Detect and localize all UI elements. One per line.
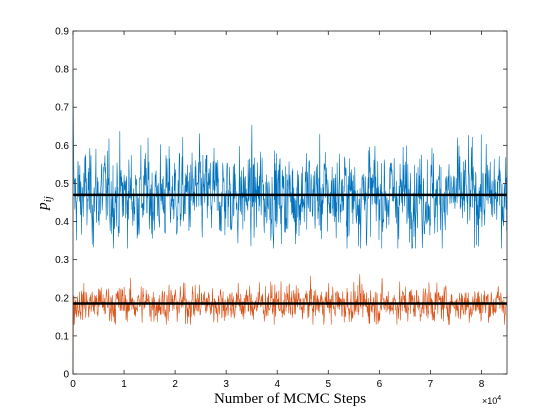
y-tick-label: 0.9 xyxy=(55,27,69,38)
x-tick-label: 4 xyxy=(274,379,280,390)
x-tick-label: 5 xyxy=(326,379,332,390)
y-tick-label: 0.6 xyxy=(55,141,69,152)
y-tick-label: 0 xyxy=(63,370,69,381)
series-trace-1 xyxy=(72,69,508,249)
x-tick-label: 3 xyxy=(223,379,229,390)
x-tick-label: 2 xyxy=(172,379,178,390)
x-tick-label: 8 xyxy=(479,379,485,390)
x-tick-label: 1 xyxy=(121,379,127,390)
plot-frame xyxy=(72,30,508,375)
x-tick-label: 0 xyxy=(70,379,76,390)
reference-lines xyxy=(73,193,507,305)
y-axis-title-subscript: ij xyxy=(42,196,54,202)
y-tick-label: 0.4 xyxy=(55,217,69,228)
y-axis-title-main: p xyxy=(35,202,51,211)
y-tick-label: 0.3 xyxy=(55,255,69,266)
x-axis-ticks: 0 1 2 3 4 5 6 7 8 xyxy=(70,31,485,390)
x-tick-label: 6 xyxy=(377,379,383,390)
y-tick-label: 0.5 xyxy=(55,179,69,190)
x-axis-exponent: ×104 xyxy=(482,395,501,406)
x-axis-title: Number of MCMC Steps xyxy=(214,391,366,407)
y-tick-label: 0.7 xyxy=(55,103,69,114)
x-tick-label: 7 xyxy=(428,379,434,390)
x-exponent-power: 4 xyxy=(497,395,501,402)
y-tick-label: 0.2 xyxy=(55,293,69,304)
series-trace-2 xyxy=(72,274,508,371)
y-axis-ticks: 0 0.1 0.2 0.3 0.4 0.5 0.6 0.7 0.8 0.9 xyxy=(55,27,507,381)
y-tick-label: 0.8 xyxy=(55,65,69,76)
y-axis-title: pij xyxy=(35,196,54,211)
series-layer xyxy=(72,69,508,371)
x-exponent-base: ×10 xyxy=(482,396,497,406)
y-tick-label: 0.1 xyxy=(55,331,69,342)
